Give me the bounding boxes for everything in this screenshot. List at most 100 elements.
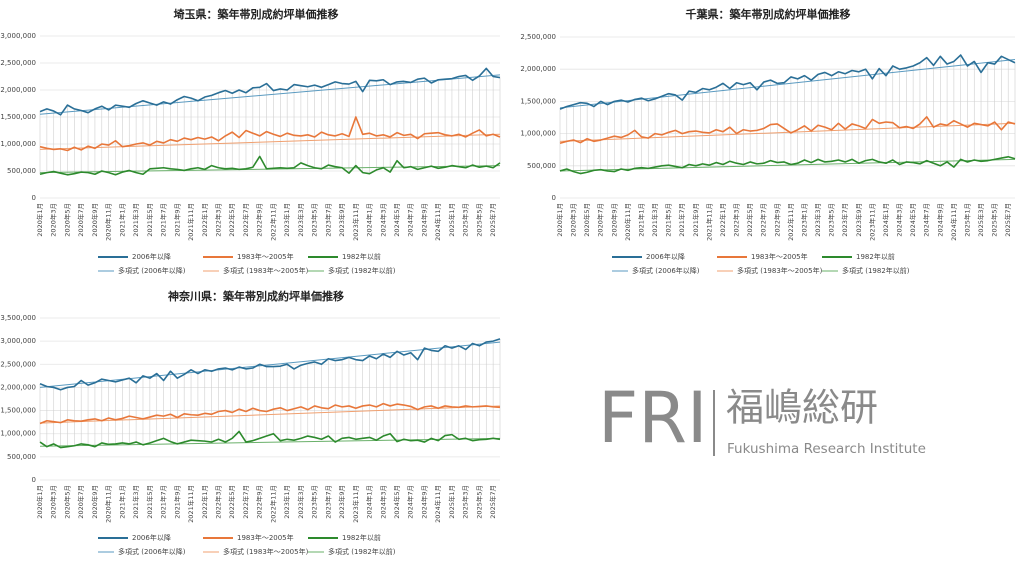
x-tick-label: 2024年9月 xyxy=(419,485,428,519)
series-line xyxy=(559,155,1016,175)
x-tick-label: 2024年3月 xyxy=(378,203,387,237)
series-line xyxy=(559,116,1016,145)
x-tick-label: 2024年11月 xyxy=(433,485,442,523)
x-tick-label: 2021年3月 xyxy=(131,485,140,519)
x-tick-label: 2021年7月 xyxy=(159,203,168,237)
x-tick-label: 2024年9月 xyxy=(935,203,944,237)
legend-label: 多項式 (1983年～2005年) xyxy=(223,266,309,275)
x-tick-label: 2024年5月 xyxy=(392,203,401,237)
x-tick-label: 2021年9月 xyxy=(172,485,181,519)
x-tick-label: 2020年5月 xyxy=(62,485,71,519)
x-tick-label: 2022年9月 xyxy=(255,203,264,237)
x-tick-label: 2020年11月 xyxy=(104,485,113,523)
x-tick-label: 2024年1月 xyxy=(365,203,374,237)
x-tick-label: 2024年9月 xyxy=(419,203,428,237)
y-tick-label: 1,500,000 xyxy=(520,97,556,105)
legend-label: 多項式 (1983年～2005年) xyxy=(737,266,823,275)
chart: 千葉県：築年帯別成約坪単価推移 0 500,000 1,000,000 1,500,00… xyxy=(520,7,1016,275)
x-tick-label: 2025年1月 xyxy=(447,485,456,519)
x-tick-label: 2022年3月 xyxy=(214,203,223,237)
x-tick-label: 2025年5月 xyxy=(990,203,999,237)
x-tick-label: 2023年3月 xyxy=(813,203,822,237)
x-tick-label: 2022年7月 xyxy=(241,203,250,237)
x-tick-label: 2025年1月 xyxy=(447,203,456,237)
x-tick-label: 2023年5月 xyxy=(310,203,319,237)
y-tick-label: 2,000,000 xyxy=(0,86,36,94)
y-tick-label: 500,000 xyxy=(527,162,556,170)
y-tick-label: 1,500,000 xyxy=(0,407,36,415)
x-tick-label: 2023年5月 xyxy=(827,203,836,237)
x-tick-label: 2023年9月 xyxy=(337,485,346,519)
x-tick-label: 2021年11月 xyxy=(704,203,713,241)
x-tick-label: 2022年3月 xyxy=(214,485,223,519)
legend-label: 1983年～2005年 xyxy=(237,252,294,261)
series-line xyxy=(39,402,501,425)
y-tick-label: 0 xyxy=(32,476,36,484)
y-tick-label: 500,000 xyxy=(7,453,36,461)
series-line xyxy=(39,155,501,176)
x-tick-label: 2022年1月 xyxy=(200,203,209,237)
x-tick-label: 2021年3月 xyxy=(650,203,659,237)
logo-name: 福嶋総研 xyxy=(726,386,878,430)
x-tick-label: 2022年9月 xyxy=(255,485,264,519)
legend-label: 多項式 (1982年以前) xyxy=(842,266,910,275)
legend-label: 2006年以降 xyxy=(646,252,685,261)
x-tick-label: 2021年11月 xyxy=(186,485,195,523)
x-tick-label: 2022年1月 xyxy=(200,485,209,519)
y-tick-label: 0 xyxy=(552,194,556,202)
x-tick-label: 2023年9月 xyxy=(337,203,346,237)
y-tick-label: 2,500,000 xyxy=(0,59,36,67)
x-tick-label: 2021年9月 xyxy=(691,203,700,237)
x-tick-label: 2023年1月 xyxy=(282,485,291,519)
x-tick-label: 2021年9月 xyxy=(172,203,181,237)
x-tick-label: 2025年7月 xyxy=(1003,203,1012,237)
trend-line xyxy=(39,437,501,447)
legend-label: 多項式 (1982年以前) xyxy=(328,547,396,556)
x-tick-label: 2024年11月 xyxy=(949,203,958,241)
x-tick-label: 2020年5月 xyxy=(62,203,71,237)
legend-label: 2006年以降 xyxy=(132,252,171,261)
y-tick-label: 2,500,000 xyxy=(520,33,556,41)
x-tick-label: 2020年7月 xyxy=(76,485,85,519)
legend-label: 多項式 (1982年以前) xyxy=(328,266,396,275)
x-tick-label: 2020年11月 xyxy=(104,203,113,241)
y-tick-label: 2,000,000 xyxy=(0,383,36,391)
x-tick-label: 2024年3月 xyxy=(895,203,904,237)
chart: 神奈川県：築年帯別成約坪単価推移 0 500,000 1,000,000 1,500,0… xyxy=(0,289,501,556)
x-tick-label: 2020年3月 xyxy=(49,203,58,237)
x-tick-label: 2022年5月 xyxy=(745,203,754,237)
legend-label: 多項式 (2006年以降) xyxy=(118,266,186,275)
x-tick-label: 2025年7月 xyxy=(488,203,497,237)
x-tick-label: 2021年7月 xyxy=(159,485,168,519)
legend-label: 多項式 (2006年以降) xyxy=(632,266,700,275)
x-tick-label: 2022年1月 xyxy=(718,203,727,237)
y-tick-label: 2,000,000 xyxy=(520,65,556,73)
x-tick-label: 2024年7月 xyxy=(406,485,415,519)
x-tick-label: 2021年11月 xyxy=(186,203,195,241)
x-tick-label: 2020年3月 xyxy=(49,485,58,519)
series-line xyxy=(39,430,501,449)
series-line xyxy=(39,338,501,391)
trend-line xyxy=(39,133,501,150)
x-tick-label: 2024年7月 xyxy=(922,203,931,237)
y-tick-label: 3,500,000 xyxy=(0,314,36,322)
x-tick-label: 2021年5月 xyxy=(145,485,154,519)
legend-label: 1983年～2005年 xyxy=(751,252,808,261)
y-tick-label: 500,000 xyxy=(7,167,36,175)
x-tick-label: 2021年5月 xyxy=(664,203,673,237)
x-tick-label: 2023年11月 xyxy=(351,203,360,241)
logo-subtitle: Fukushima Research Institute xyxy=(727,441,926,457)
chart-title: 千葉県：築年帯別成約坪単価推移 xyxy=(686,7,851,21)
x-tick-label: 2020年5月 xyxy=(582,203,591,237)
x-tick-label: 2020年7月 xyxy=(596,203,605,237)
x-tick-label: 2020年11月 xyxy=(623,203,632,241)
y-tick-label: 1,000,000 xyxy=(0,140,36,148)
x-tick-label: 2024年3月 xyxy=(378,485,387,519)
x-tick-label: 2020年9月 xyxy=(609,203,618,237)
legend-label: 多項式 (1983年～2005年) xyxy=(223,547,309,556)
legend-label: 2006年以降 xyxy=(132,533,171,542)
x-tick-label: 2024年5月 xyxy=(392,485,401,519)
x-tick-label: 2022年3月 xyxy=(732,203,741,237)
x-tick-label: 2023年7月 xyxy=(323,203,332,237)
